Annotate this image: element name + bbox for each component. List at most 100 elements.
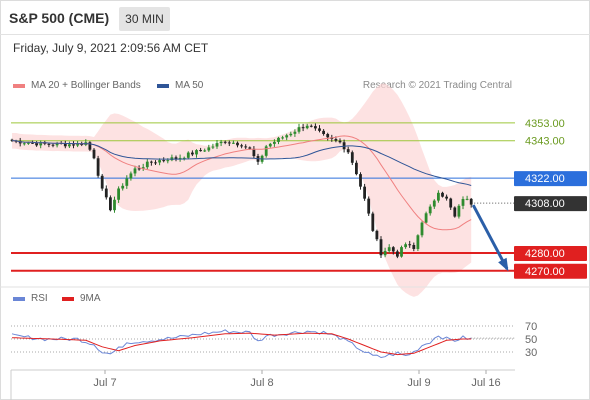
x-tick-label: Jul 7 [93,377,116,389]
legend-9ma: 9MA [62,293,101,304]
candle [88,141,92,152]
candle [359,172,362,190]
candle-body [137,168,141,170]
candle-body [203,150,207,152]
candle-body [314,126,317,129]
candle [363,183,366,201]
candle-body [125,178,129,186]
level-box [514,263,587,279]
candle-body [27,142,30,144]
candle-body [375,230,379,240]
candle [109,195,112,212]
candle-body [121,185,125,189]
rsi-line [11,329,472,359]
x-tick-label: Jul 9 [407,377,430,389]
rsi-ma-line [11,332,472,356]
candle-body [80,143,84,145]
candle-body [437,192,440,201]
candle-body [334,139,338,141]
candle [236,141,239,148]
candle [264,144,268,158]
candle-body [359,174,362,187]
candle-body [318,128,321,131]
candle-body [162,160,166,162]
candle-body [408,244,412,246]
candle-body [211,146,215,148]
candle-body [441,192,444,197]
candle-body [39,142,43,146]
legend-ma50-label: MA 50 [175,80,204,91]
candle-body [117,188,120,200]
candle-body [129,173,133,179]
candle [39,140,43,149]
candle-body [145,161,149,168]
candle-body [166,160,170,162]
candle [117,186,120,203]
candle [379,236,383,258]
candle-body [281,137,284,139]
candle-body [219,141,223,144]
candle [129,171,133,181]
x-tick-label: Jul 8 [250,377,273,389]
candle [186,151,190,160]
candle [121,183,125,191]
candle-body [416,235,420,249]
legend-ma20-label: MA 20 + Bollinger Bands [31,80,141,91]
candle-body [215,143,219,147]
candle-body [100,175,104,189]
candle-body [22,143,26,145]
candle [268,142,272,148]
candle-body [63,143,67,147]
candle-body [51,144,55,146]
candle-body [293,131,297,134]
candle-body [396,251,399,257]
candle [396,249,399,259]
timeframe-badge[interactable]: 30 MIN [119,7,170,31]
candle [150,160,153,166]
rsi-tick-label: 30 [525,347,537,359]
candle-body [305,125,309,129]
candle-body [88,142,92,150]
candle-body [445,196,448,199]
candle [412,242,416,252]
candle-body [154,162,157,164]
candle [367,196,371,216]
level-resistance-1: 4343.00 [11,136,565,148]
legend-rsi: RSI [13,293,48,304]
candle [199,147,202,152]
candle-body [55,143,59,146]
candle [301,123,305,132]
candle [195,149,198,158]
candle [371,211,375,232]
candle-body [68,144,71,147]
candle-body [326,134,330,138]
timestamp: Friday, July 9, 2021 2:09:56 AM CET [13,41,209,55]
candle-body [31,142,34,144]
candle [104,185,108,200]
candle-body [379,239,383,256]
legend-ma50: MA 50 [157,80,203,91]
candle-body [223,141,227,143]
forecast-arrow-head [498,257,509,272]
candle [461,196,465,210]
candle [350,150,354,166]
level-support-5: 4270.00 [11,263,587,279]
candle-body [346,149,350,153]
candle-body [465,198,469,200]
candle-body [113,199,116,211]
candle [314,123,317,131]
candle [154,160,157,165]
candle [289,131,293,137]
candle-body [297,127,301,132]
candle-body [350,152,354,163]
candle-body [457,205,461,217]
candle [326,132,330,141]
candle [285,133,289,141]
candle [445,194,448,201]
candle [305,123,309,130]
level-last-3: 4308.00 [471,196,587,212]
candle-body [232,142,235,144]
candle [391,246,395,255]
rsi-tick-label: 70 [525,321,537,333]
candle-body [207,147,211,151]
